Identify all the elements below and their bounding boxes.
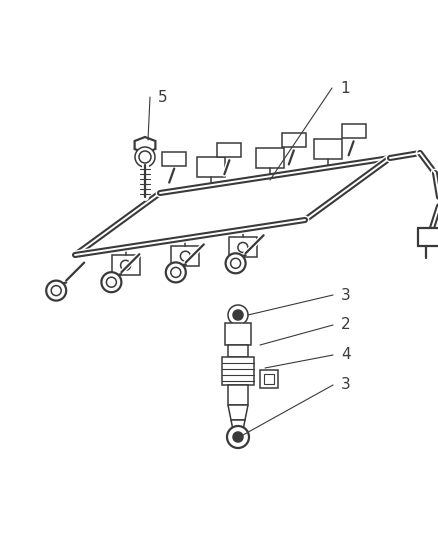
Circle shape xyxy=(101,272,121,292)
Polygon shape xyxy=(230,420,244,430)
Text: 3: 3 xyxy=(340,377,350,392)
Circle shape xyxy=(226,426,248,448)
Polygon shape xyxy=(256,148,284,168)
Text: 4: 4 xyxy=(340,348,350,362)
Polygon shape xyxy=(134,137,155,153)
Polygon shape xyxy=(259,370,277,388)
Polygon shape xyxy=(171,246,199,266)
Circle shape xyxy=(51,286,61,296)
Text: 1: 1 xyxy=(339,80,349,95)
Polygon shape xyxy=(417,228,438,246)
Polygon shape xyxy=(222,357,254,385)
Circle shape xyxy=(227,305,247,325)
Circle shape xyxy=(230,259,240,268)
Polygon shape xyxy=(225,323,251,345)
Circle shape xyxy=(180,251,190,261)
Circle shape xyxy=(135,147,155,167)
Polygon shape xyxy=(217,143,241,157)
Circle shape xyxy=(233,310,243,320)
Polygon shape xyxy=(341,124,365,138)
Polygon shape xyxy=(162,151,186,166)
Circle shape xyxy=(233,432,243,442)
Text: 2: 2 xyxy=(340,318,350,333)
Circle shape xyxy=(170,268,180,277)
Polygon shape xyxy=(196,157,224,177)
Polygon shape xyxy=(227,405,247,420)
Text: 5: 5 xyxy=(158,90,167,104)
Polygon shape xyxy=(111,255,139,276)
Circle shape xyxy=(106,277,116,287)
Polygon shape xyxy=(263,374,273,384)
Polygon shape xyxy=(228,237,256,257)
Circle shape xyxy=(46,280,66,301)
Polygon shape xyxy=(281,133,305,148)
Polygon shape xyxy=(227,385,247,405)
Circle shape xyxy=(225,253,245,273)
Circle shape xyxy=(166,262,185,282)
Circle shape xyxy=(120,260,130,270)
Circle shape xyxy=(139,151,151,163)
Text: 3: 3 xyxy=(340,287,350,303)
Polygon shape xyxy=(227,345,247,357)
Circle shape xyxy=(237,243,247,253)
Polygon shape xyxy=(313,140,341,159)
